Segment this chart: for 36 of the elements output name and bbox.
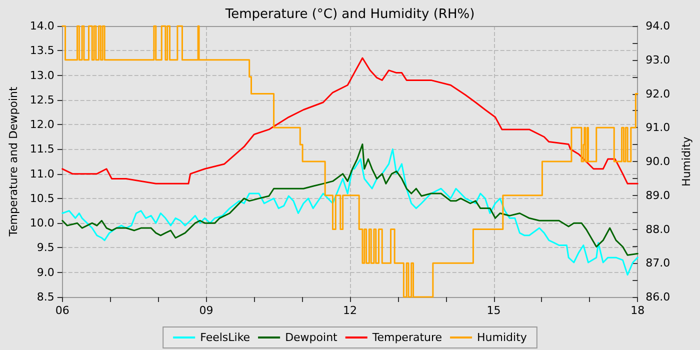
line-series bbox=[62, 144, 638, 256]
x-tick-label: 18 bbox=[630, 304, 645, 317]
y-tick-label: 11.5 bbox=[30, 142, 54, 156]
legend-label: Temperature bbox=[371, 331, 442, 344]
x-tick-label: 09 bbox=[199, 304, 214, 317]
y-tick-label: 10.5 bbox=[30, 192, 54, 205]
y-tick-label: 10.0 bbox=[30, 216, 54, 230]
y-tick-label: 8.5 bbox=[36, 290, 54, 304]
chart-title: Temperature (°C) and Humidity (RH%) bbox=[224, 7, 475, 22]
y-tick-label: 14.0 bbox=[30, 20, 54, 32]
y-tick-label: 9.5 bbox=[36, 241, 54, 254]
y2-tick-label: 90.0 bbox=[646, 155, 670, 168]
y-tick-label: 13.0 bbox=[30, 68, 54, 82]
legend-label: FeelsLike bbox=[200, 331, 250, 344]
y2-tick-label: 91.0 bbox=[646, 121, 670, 134]
y2-tick-label: 94.0 bbox=[646, 20, 670, 32]
y2-tick-label: 86.0 bbox=[646, 290, 670, 304]
y-tick-label: 12.5 bbox=[30, 93, 54, 106]
y2-tick-label: 92.0 bbox=[646, 87, 670, 100]
line-series bbox=[62, 57, 638, 184]
y2-tick-label: 87.0 bbox=[646, 256, 670, 270]
y-tick-label: 12.0 bbox=[30, 118, 54, 132]
x-tick-label: 15 bbox=[486, 304, 501, 317]
x-tick-label: 06 bbox=[55, 304, 70, 317]
y-axis-title: Temperature and Dewpoint bbox=[7, 86, 20, 238]
x-tick-label: 12 bbox=[343, 304, 357, 317]
y2-tick-label: 93.0 bbox=[646, 53, 670, 66]
y-tick-label: 9.0 bbox=[36, 266, 54, 279]
y-tick-label: 11.0 bbox=[30, 167, 54, 180]
legend-label: Dewpoint bbox=[285, 331, 338, 344]
y2-tick-label: 88.0 bbox=[646, 222, 670, 236]
legend-label: Humidity bbox=[477, 331, 528, 344]
line-series bbox=[62, 148, 638, 276]
y2-axis-title: Humidity bbox=[680, 136, 693, 186]
y-tick-label: 13.5 bbox=[30, 44, 54, 58]
y2-tick-label: 89.0 bbox=[646, 188, 670, 202]
